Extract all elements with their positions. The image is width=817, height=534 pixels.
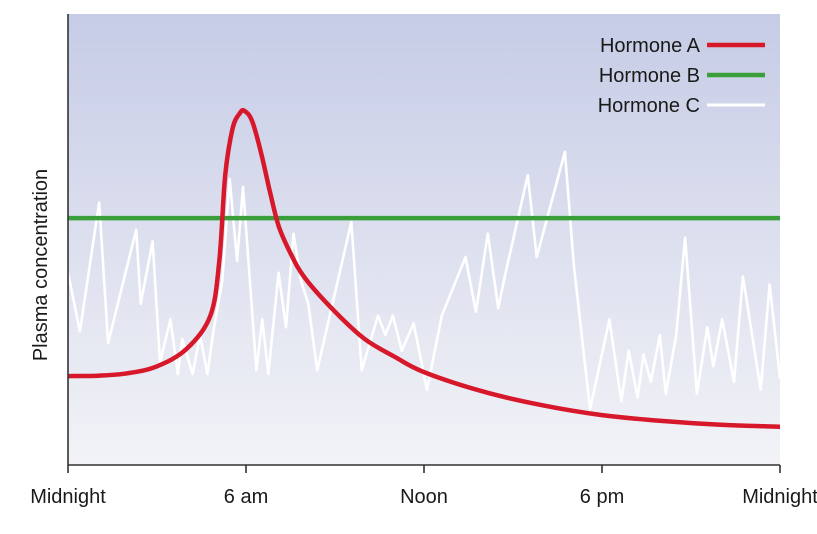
x-tick-label-noon-2: Noon [400, 486, 448, 508]
x-tick-label-midnight-4: Midnight [742, 486, 817, 508]
series-line-hormone-c [68, 150, 780, 411]
legend-label-hormone-a: Hormone A [600, 35, 701, 57]
series-line-hormone-a [68, 107, 780, 430]
legend-label-hormone-b: Hormone B [599, 65, 700, 87]
x-tick-label-6-pm-3: 6 pm [580, 486, 624, 508]
legend: Hormone A Hormone B Hormone C [598, 35, 765, 117]
x-tick-label-midnight-0: Midnight [30, 486, 106, 508]
plot-area [68, 14, 780, 465]
y-axis-label: Plasma concentration [30, 169, 52, 361]
legend-label-hormone-c: Hormone C [598, 95, 700, 117]
x-tick-label-6-am-1: 6 am [224, 486, 268, 508]
series-layer [68, 107, 780, 430]
x-axis-ticks: Midnight 6 am Noon 6 pm Midnight [30, 465, 817, 508]
